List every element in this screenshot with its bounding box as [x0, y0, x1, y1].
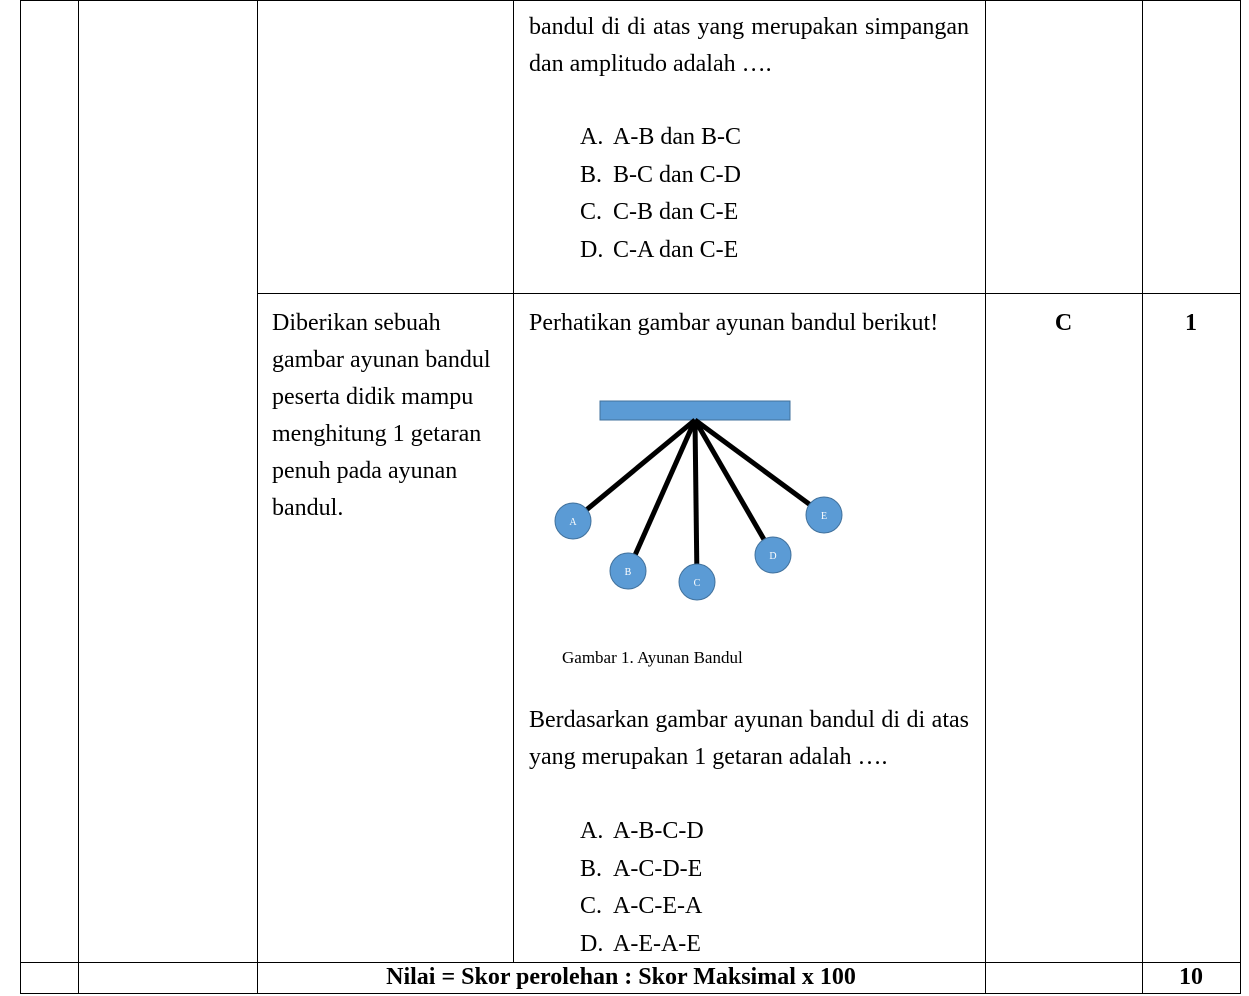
bob-label: B — [625, 567, 632, 578]
answer-key: C — [1054, 310, 1073, 336]
border — [20, 962, 1241, 963]
option: B. B-C dan C-D — [580, 157, 741, 194]
option-label: A. — [580, 124, 604, 150]
option-text: A-E-A-E — [613, 930, 701, 957]
bob-label: E — [821, 511, 827, 522]
border — [1240, 0, 1241, 994]
border — [1142, 0, 1143, 994]
option: D. A-E-A-E — [580, 926, 701, 963]
bob — [754, 536, 792, 574]
pendulum-figure: A B C D E — [554, 400, 843, 601]
option-label: D. — [580, 930, 604, 957]
option-label: C. — [580, 893, 603, 919]
border — [20, 0, 1241, 1]
strings — [571, 417, 826, 583]
option-text: A-B-C-D — [613, 818, 704, 844]
question-text: bandul di di atas yang merupakan simpang… — [529, 14, 969, 77]
bob — [678, 563, 716, 601]
bob-label: A — [569, 517, 577, 528]
border — [985, 0, 986, 994]
bob-label: C — [694, 578, 701, 589]
max-score: 10 — [1179, 964, 1203, 990]
pendulum-support — [599, 400, 791, 421]
formula: Nilai = Skor perolehan : Skor Maksimal x… — [386, 964, 856, 990]
option-label: B. — [580, 161, 603, 188]
option: D. C-A dan C-E — [580, 232, 738, 269]
option-text: C-B dan C-E — [613, 199, 739, 225]
option: B. A-C-D-E — [580, 851, 702, 888]
question-intro: Perhatikan gambar ayunan bandul berikut! — [529, 310, 939, 336]
border — [257, 293, 1241, 294]
option-text: A-C-D-E — [613, 855, 703, 882]
option-label: B. — [580, 855, 603, 882]
score: 1 — [1185, 310, 1197, 336]
option-label: D. — [580, 236, 604, 263]
option: A. A-B dan B-C — [580, 119, 741, 156]
option-text: A-B dan B-C — [613, 124, 741, 150]
bob — [609, 552, 647, 590]
option-text: A-C-E-A — [613, 893, 703, 919]
bob — [805, 496, 843, 534]
question-text: Berdasarkan gambar ayunan bandul di di a… — [529, 707, 969, 770]
bob-label: D — [769, 551, 776, 562]
border — [513, 0, 514, 962]
border — [20, 0, 21, 994]
option-text: B-C dan C-D — [613, 161, 741, 188]
option-label: C. — [580, 199, 603, 225]
bob — [554, 502, 592, 540]
border — [78, 0, 79, 994]
option-text: C-A dan C-E — [613, 236, 739, 263]
indicator: Diberikan sebuah gambar ayunan bandul pe… — [272, 310, 491, 521]
option: A. A-B-C-D — [580, 813, 704, 850]
figure-caption: Gambar 1. Ayunan Bandul — [562, 648, 743, 667]
bobs: A B C D E — [554, 496, 843, 601]
option: C. C-B dan C-E — [580, 194, 738, 231]
border — [257, 0, 258, 994]
option-label: A. — [580, 818, 604, 844]
option: C. A-C-E-A — [580, 888, 702, 925]
